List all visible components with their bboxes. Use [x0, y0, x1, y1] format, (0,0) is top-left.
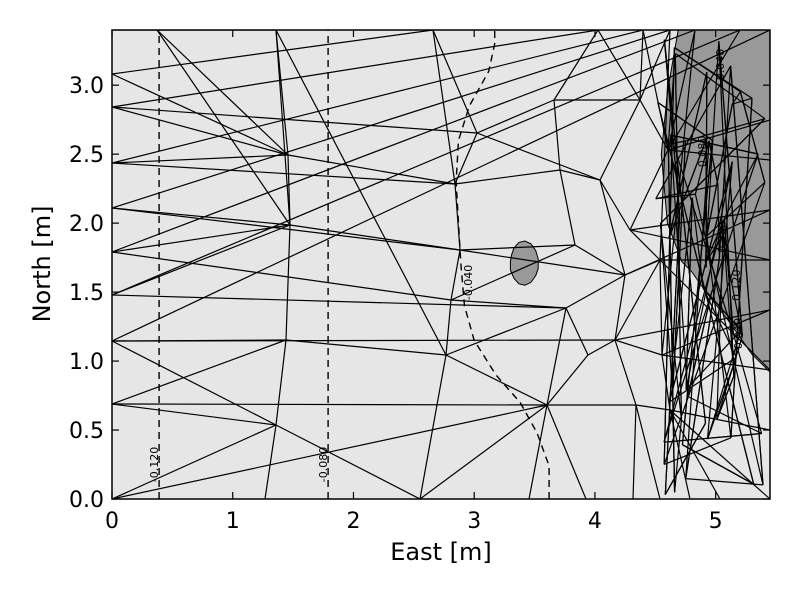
x-tick-label-0: 0 [105, 509, 119, 534]
contour-label-0: -0.120 [148, 447, 161, 482]
contour-label-7: 0.040 [732, 318, 745, 350]
contour-label-4: 0.080 [696, 136, 709, 168]
y-tick-label-6: 3.0 [69, 74, 104, 99]
y-tick-label-0: 0.0 [69, 488, 104, 513]
y-tick-label-1: 0.5 [69, 419, 104, 444]
x-tick-label-4: 4 [588, 509, 602, 534]
contour-label-3: 0.040 [714, 49, 727, 81]
y-tick-label-3: 1.5 [69, 281, 104, 306]
x-axis-label: East [m] [390, 538, 492, 566]
x-tick-label-2: 2 [346, 509, 360, 534]
x-tick-label-1: 1 [226, 509, 240, 534]
y-axis-label: North [m] [28, 206, 56, 323]
x-tick-label-3: 3 [467, 509, 481, 534]
y-tick-label-2: 1.0 [69, 350, 104, 375]
contour-label-6: 0.120 [730, 269, 743, 301]
y-tick-label-5: 2.5 [69, 143, 104, 168]
x-tick-label-5: 5 [709, 509, 723, 534]
contour-label-1: -0.080 [317, 447, 330, 482]
contour-label-5: 0.080 [715, 221, 728, 253]
contour-label-2: -0.040 [462, 265, 475, 300]
y-tick-label-4: 2.0 [69, 212, 104, 237]
